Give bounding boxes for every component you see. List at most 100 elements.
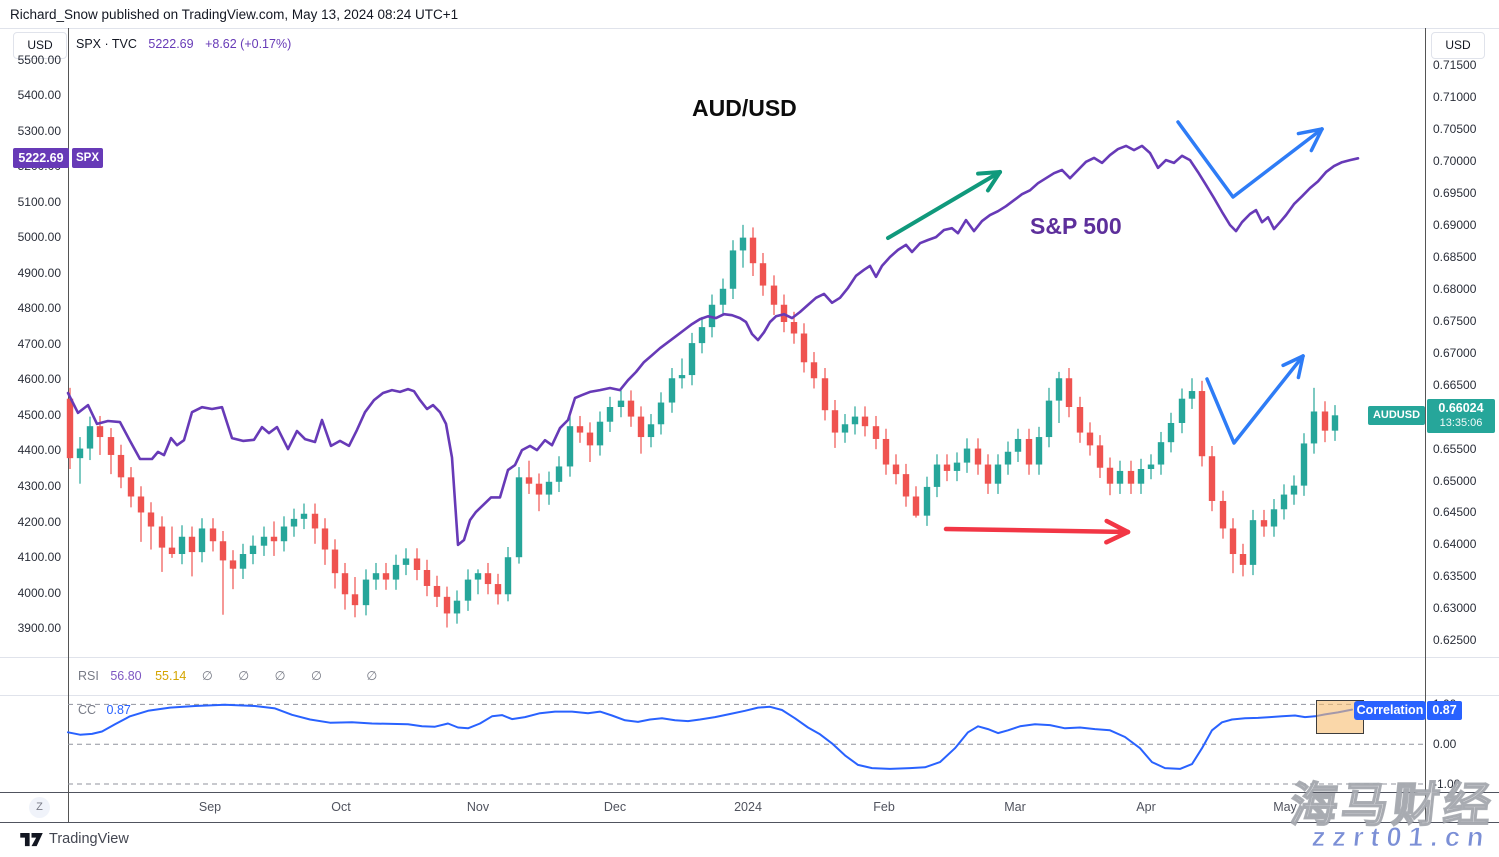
right-axis-tick: 0.71000 (1433, 90, 1477, 105)
uptrend-arrow[interactable] (886, 170, 1002, 240)
candle-body (198, 528, 206, 553)
candle-body (647, 424, 655, 438)
left-axis-tick: 4700.00 (17, 336, 61, 351)
candle-body (158, 526, 166, 548)
candle-body (1178, 398, 1186, 423)
left-price-axis[interactable]: 5500.005400.005300.005200.005100.005000.… (0, 28, 68, 792)
audusd-price: 0.66024 (1438, 401, 1484, 416)
candle-body (1014, 438, 1022, 452)
candle-body (372, 573, 380, 580)
cc-axis-tick: -1.00 (1433, 777, 1461, 792)
candle-body (1260, 520, 1268, 527)
left-axis-currency-button[interactable]: USD (13, 32, 67, 59)
candle-body (800, 333, 808, 363)
candle-body (402, 558, 410, 565)
candle-body (229, 560, 237, 569)
candle-body (912, 496, 920, 516)
left-axis-tick: 5000.00 (17, 230, 61, 245)
left-axis-tick: 4600.00 (17, 372, 61, 387)
left-axis-tick: 4500.00 (17, 407, 61, 422)
candle-body (1137, 469, 1145, 484)
right-axis-tick: 0.70500 (1433, 121, 1477, 136)
right-axis-tick: 0.70000 (1433, 153, 1477, 168)
correlation-value-label: 0.87 (1427, 700, 1462, 720)
left-axis-tick: 4200.00 (17, 514, 61, 529)
audusd-title-annotation[interactable]: AUD/USD (692, 95, 797, 121)
candle-body (576, 426, 584, 433)
left-axis-tick: 5500.00 (17, 52, 61, 67)
candle-body (923, 486, 931, 516)
candle-body (678, 375, 686, 379)
candle-body (719, 288, 727, 305)
candle-body (1055, 378, 1063, 401)
candle-body (729, 250, 737, 289)
candle-body (1045, 400, 1053, 438)
candle-body (321, 528, 329, 550)
candle-body (739, 237, 747, 251)
right-axis-tick: 0.69000 (1433, 217, 1477, 232)
right-axis-tick: 0.63500 (1433, 569, 1477, 584)
tradingview-logo-icon (20, 832, 43, 846)
candle-body (994, 464, 1002, 484)
candle-body (86, 426, 94, 449)
candle-body (270, 536, 278, 542)
cc-pane-separator[interactable] (0, 695, 1499, 696)
timezone-button[interactable]: Z (29, 797, 50, 818)
candle-body (1035, 437, 1043, 465)
time-axis-label-May: May (1273, 800, 1297, 814)
candle-body (606, 407, 614, 422)
right-axis-tick: 0.69500 (1433, 185, 1477, 200)
audusd-candles[interactable] (66, 224, 1339, 628)
right-axis-tick: 0.66500 (1433, 377, 1477, 392)
candle-body (1096, 445, 1104, 468)
candle-body (260, 536, 268, 546)
time-axis-label-2024: 2024 (734, 800, 762, 814)
candle-body (1004, 451, 1012, 465)
tradingview-logo-text: TradingView (49, 831, 129, 847)
candle-body (596, 421, 604, 446)
spx-line[interactable] (66, 144, 1360, 547)
sp500-title-annotation[interactable]: S&P 500 (1030, 213, 1122, 239)
candle-body (872, 426, 880, 439)
v-recovery-arrow-top[interactable] (1176, 120, 1324, 199)
left-axis-tick: 5400.00 (17, 88, 61, 103)
sideways-arrow[interactable] (943, 518, 1131, 545)
spx-last-price-label: 5222.69 (13, 148, 69, 169)
candle-body (749, 237, 757, 264)
rsi-legend[interactable]: RSI 56.80 55.14 ∅ ∅ ∅ ∅ ∅ (78, 668, 377, 683)
header-separator (0, 28, 1499, 29)
time-axis-label-Oct: Oct (331, 800, 351, 814)
symbol-name: SPX · TVC (76, 37, 137, 51)
right-axis-currency-button[interactable]: USD (1431, 32, 1485, 59)
candle-body (1208, 456, 1216, 501)
candle-body (851, 416, 859, 425)
candle-body (1065, 378, 1073, 408)
candle-body (66, 398, 74, 459)
rsi-empty-values: ∅ ∅ ∅ ∅ (201, 669, 333, 683)
candle-body (464, 579, 472, 601)
tradingview-logo[interactable]: TradingView (20, 831, 129, 847)
v-recovery-arrow-mid[interactable] (1205, 354, 1305, 445)
candle-body (1280, 494, 1288, 510)
candle-body (188, 536, 196, 553)
candle-body (127, 477, 135, 497)
rsi-pane-separator[interactable] (0, 657, 1499, 658)
cc-legend[interactable]: CC 0.87 (78, 703, 131, 717)
candle-body (821, 378, 829, 411)
candle-body (239, 554, 247, 569)
candle-body (515, 477, 523, 558)
candle-body (1116, 470, 1124, 484)
right-axis-tick: 0.71500 (1433, 58, 1477, 73)
right-axis-tick: 0.68000 (1433, 281, 1477, 296)
rsi-ma-value: 55.14 (155, 669, 187, 683)
candle-body (382, 573, 390, 580)
correlation-series-label: Correlation (1354, 700, 1426, 720)
right-axis-border (1425, 28, 1426, 822)
candle-body (831, 410, 839, 433)
candle-body (1076, 407, 1084, 433)
audusd-last-price-label: 0.66024 13:35:06 (1427, 399, 1495, 434)
symbol-legend[interactable]: SPX · TVC 5222.69 +8.62 (+0.17%) (76, 37, 291, 51)
cc-line[interactable] (67, 703, 1353, 770)
candle-body (1188, 391, 1196, 399)
